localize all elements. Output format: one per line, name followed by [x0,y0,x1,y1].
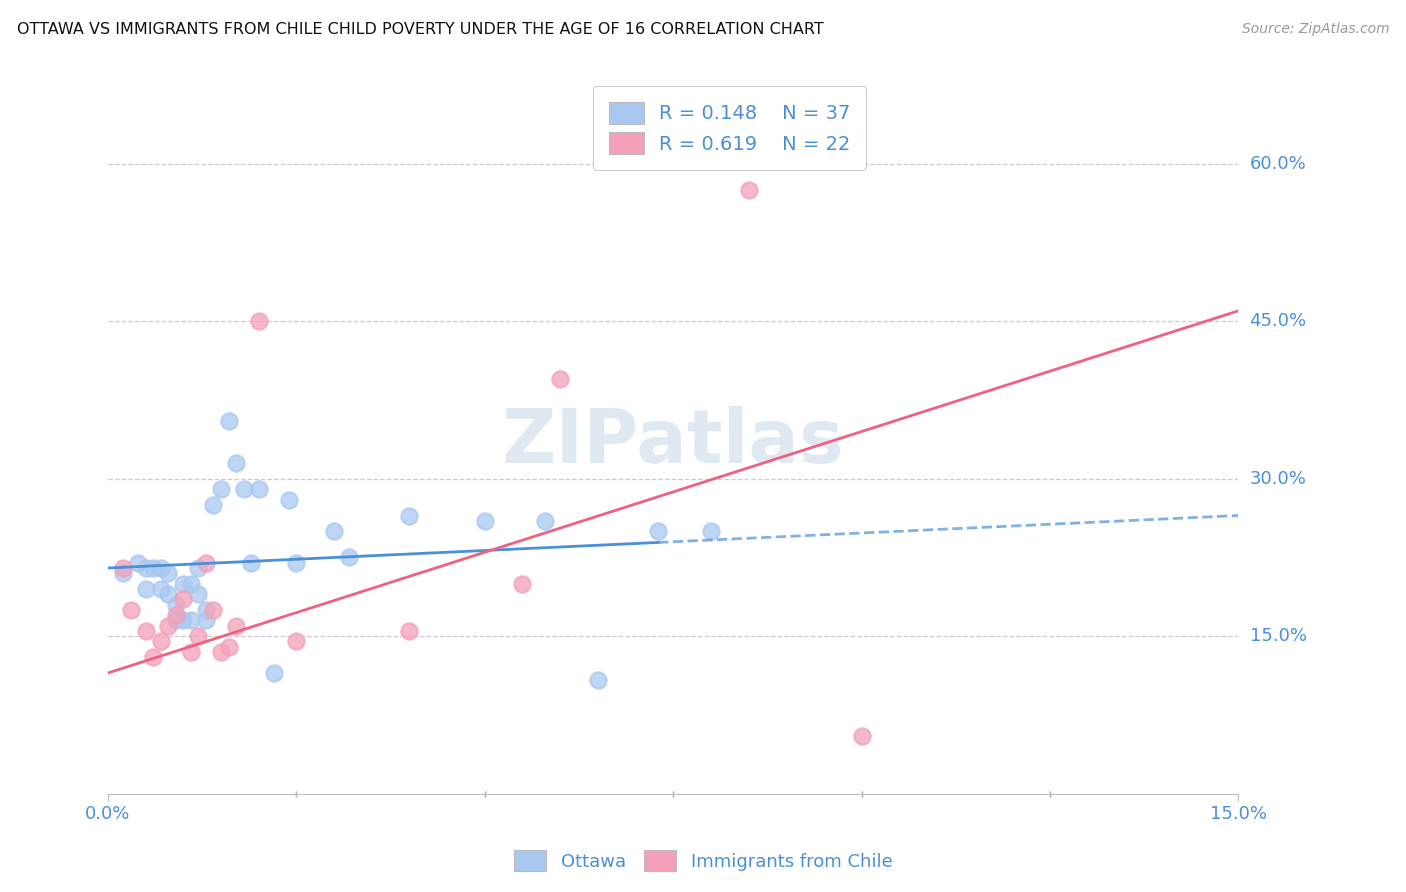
Point [225,618,247,632]
Point [142,561,165,575]
Text: OTTAWA VS IMMIGRANTS FROM CHILE CHILD POVERTY UNDER THE AGE OF 16 CORRELATION CH: OTTAWA VS IMMIGRANTS FROM CHILE CHILD PO… [17,22,824,37]
Point [247,314,270,328]
Point [337,550,360,565]
Point [285,556,308,570]
Point [218,640,240,654]
Point [112,566,135,581]
Point [225,456,247,470]
Point [247,482,270,496]
Point [194,556,217,570]
Text: 60.0%: 60.0% [1250,155,1306,173]
Point [135,561,157,575]
Point [180,576,202,591]
Point [202,498,225,512]
Point [647,524,669,539]
Point [700,524,723,539]
Point [534,514,557,528]
Point [194,603,217,617]
Point [149,561,172,575]
Text: 45.0%: 45.0% [1250,312,1306,330]
Point [218,414,240,428]
Point [180,614,202,628]
Legend: Ottawa, Immigrants from Chile: Ottawa, Immigrants from Chile [506,843,900,879]
Point [135,582,157,596]
Point [263,665,285,680]
Point [737,183,759,197]
Point [127,556,149,570]
Point [194,614,217,628]
Point [586,673,609,688]
Point [165,608,187,623]
Point [851,729,873,743]
Point [209,645,232,659]
Point [165,614,187,628]
Point [142,650,165,665]
Legend: R = 0.148    N = 37, R = 0.619    N = 22: R = 0.148 N = 37, R = 0.619 N = 22 [593,86,866,169]
Point [398,508,420,523]
Point [285,634,308,648]
Point [165,598,187,612]
Point [172,592,194,607]
Text: Source: ZipAtlas.com: Source: ZipAtlas.com [1241,22,1389,37]
Point [149,634,172,648]
Point [149,582,172,596]
Text: 30.0%: 30.0% [1250,470,1306,488]
Point [157,618,180,632]
Text: 15.0%: 15.0% [1250,627,1306,645]
Point [180,645,202,659]
Point [398,624,420,638]
Point [120,603,142,617]
Point [277,492,299,507]
Point [548,372,571,386]
Point [172,614,194,628]
Point [240,556,263,570]
Point [202,603,225,617]
Point [187,561,209,575]
Point [187,629,209,643]
Point [187,587,209,601]
Point [323,524,346,539]
Point [157,587,180,601]
Point [112,561,135,575]
Point [135,624,157,638]
Point [512,576,534,591]
Text: ZIPatlas: ZIPatlas [502,406,845,478]
Point [209,482,232,496]
Point [474,514,496,528]
Point [172,576,194,591]
Point [157,566,180,581]
Point [232,482,254,496]
